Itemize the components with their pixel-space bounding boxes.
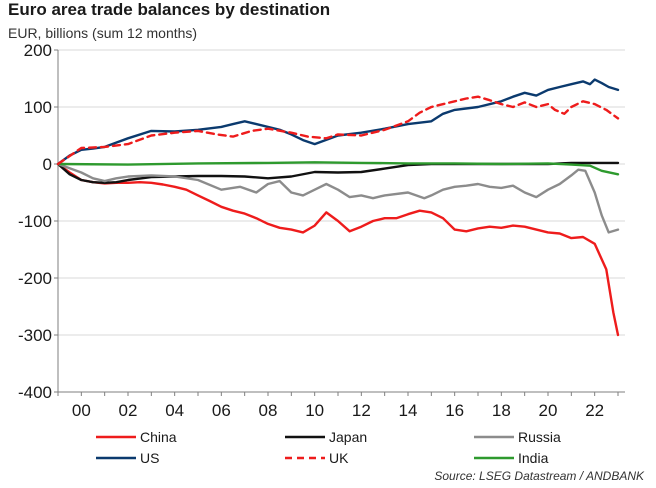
legend: China Japan Russia US UK India [96,429,561,466]
y-tick-label: -400 [18,383,52,402]
series-line-india [56,161,620,176]
legend-label-uk: UK [329,450,349,466]
x-tick-label: 22 [585,401,604,420]
y-tick-label: -300 [18,326,52,345]
x-tick-label: 14 [399,401,418,420]
legend-label-japan: Japan [329,429,367,445]
series-line-us [56,78,620,166]
legend-label-india: India [518,450,549,466]
series-lines [56,78,620,337]
y-tick-label: -200 [18,269,52,288]
x-tick-label: 08 [259,401,278,420]
axes: 200 100 0 -100 -200 -300 -400 00 02 04 06 08 10 12 14 1… [18,41,625,420]
series-line-japan [56,161,620,185]
x-tick-label: 10 [305,401,324,420]
y-tick-label: -100 [18,212,52,231]
series-line-uk [56,95,620,166]
legend-label-us: US [140,450,159,466]
x-tick-label: 02 [119,401,138,420]
y-tick-label: 200 [24,41,52,60]
series-line-russia [56,162,620,234]
chart-title: Euro area trade balances by destination [8,0,331,19]
legend-label-russia: Russia [518,429,561,445]
series-line-china [56,162,620,337]
x-tick-label: 12 [352,401,371,420]
x-tick-label: 00 [72,401,91,420]
x-tick-label: 20 [539,401,558,420]
y-tick-label: 0 [43,155,52,174]
x-tick-label: 16 [445,401,464,420]
x-tick-label: 18 [492,401,511,420]
legend-label-china: China [140,429,177,445]
x-tick-label: 06 [212,401,231,420]
y-tick-label: 100 [24,98,52,117]
chart-subtitle: EUR, billions (sum 12 months) [8,25,198,41]
x-tick-label: 04 [165,401,184,420]
source-note: Source: LSEG Datastream / ANDBANK [434,469,644,483]
